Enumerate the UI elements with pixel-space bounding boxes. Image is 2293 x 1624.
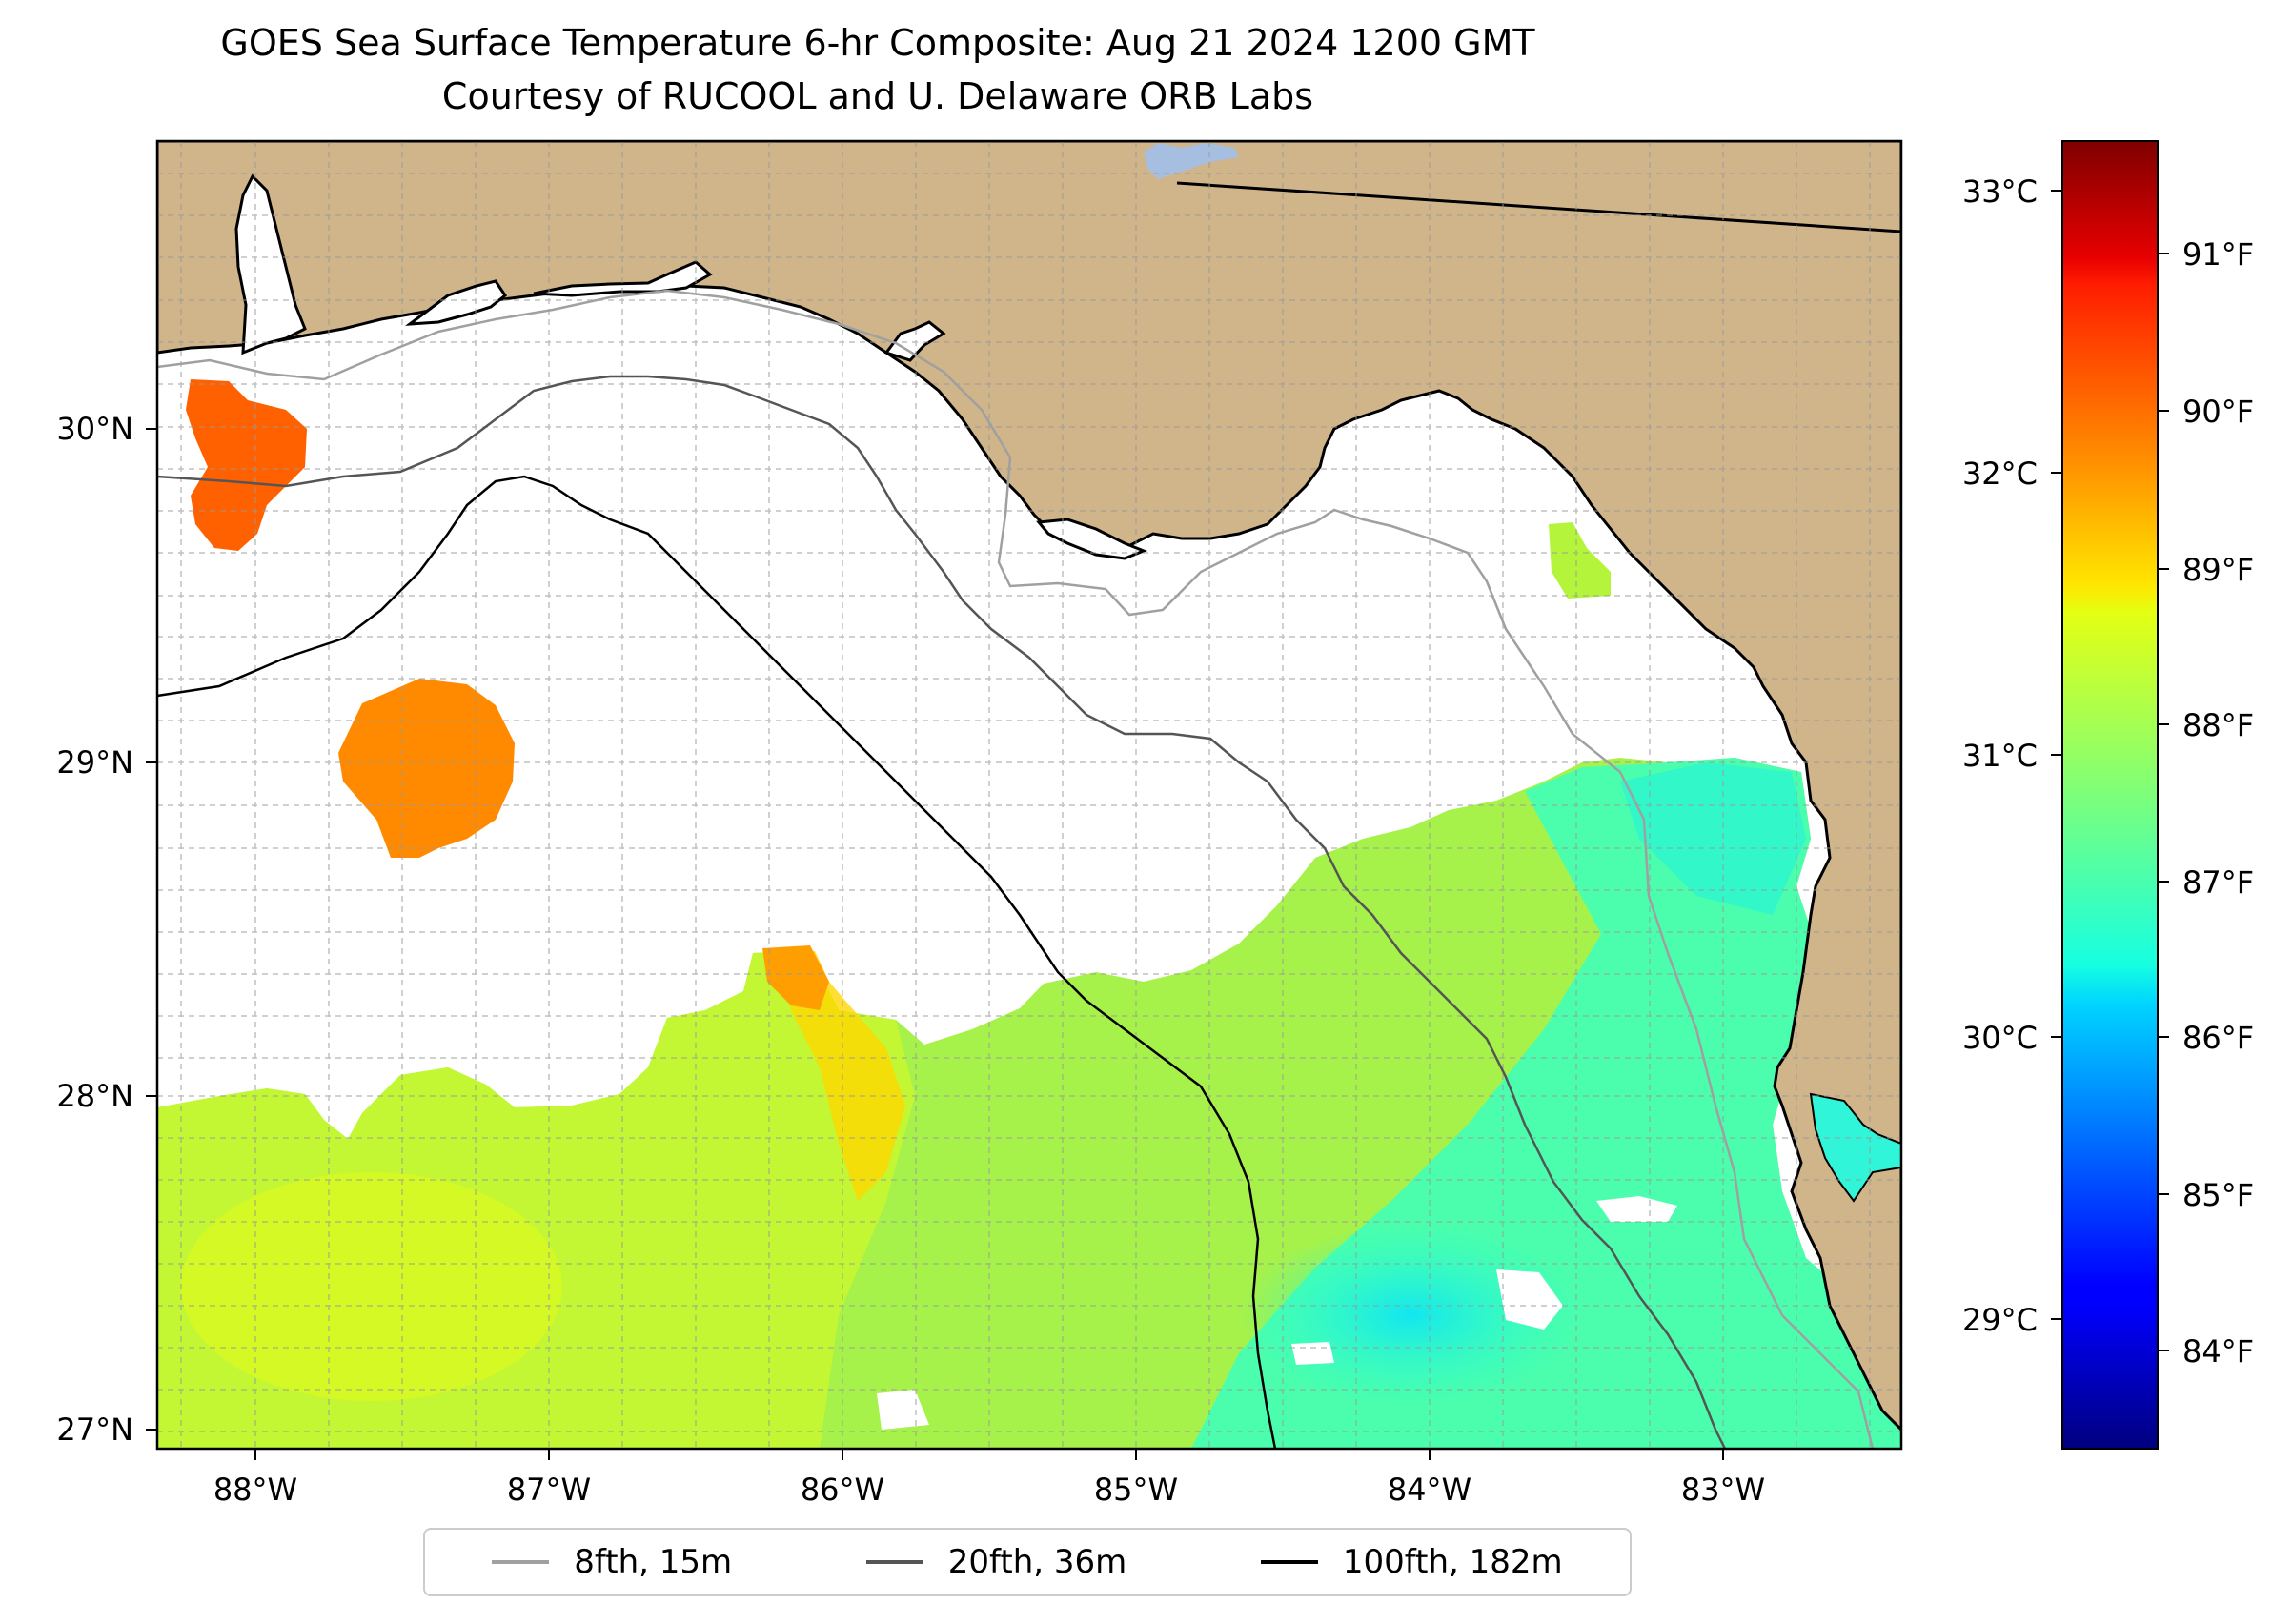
lat-tick-label: 29°N	[56, 744, 133, 781]
lake	[1144, 143, 1239, 179]
lon-tick-label: 86°W	[801, 1472, 884, 1508]
colorbar	[2061, 140, 2159, 1450]
lat-tick-label: 30°N	[56, 411, 133, 447]
map-frame	[155, 139, 1903, 1451]
lat-tick-label: 27°N	[56, 1411, 133, 1448]
colorbar-f-ticks	[2158, 253, 2169, 1351]
legend: 8fth, 15m 20fth, 36m 100fth, 182m	[423, 1528, 1632, 1596]
colorbar-c-label: 30°C	[1962, 1020, 2038, 1056]
lon-ticks	[254, 1449, 1724, 1460]
isobath-8fth	[157, 289, 1875, 1449]
isobath-100fth	[157, 475, 1277, 1449]
legend-item-8fth: 8fth, 15m	[492, 1543, 732, 1581]
colorbar-f-label: 89°F	[2182, 552, 2254, 588]
colorbar-c-label: 32°C	[1962, 456, 2038, 492]
colorbar-c-label: 31°C	[1962, 738, 2038, 774]
gridlines	[157, 141, 1901, 1449]
legend-swatch	[1260, 1560, 1318, 1564]
lon-tick-label: 87°W	[507, 1472, 591, 1508]
lon-tick-label: 83°W	[1681, 1472, 1765, 1508]
colorbar-c-label: 29°C	[1962, 1302, 2038, 1338]
legend-item-20fth: 20fth, 36m	[865, 1543, 1127, 1581]
colorbar-f-label: 88°F	[2182, 707, 2254, 743]
legend-swatch	[492, 1560, 550, 1564]
colorbar-f-label: 84°F	[2182, 1333, 2254, 1370]
lat-tick-label: 28°N	[56, 1078, 133, 1114]
lon-tick-label: 88°W	[213, 1472, 297, 1508]
lon-tick-label: 84°W	[1388, 1472, 1471, 1508]
map-subtitle: Courtesy of RUCOOL and U. Delaware ORB L…	[441, 75, 1314, 117]
sst-hot-patch-2	[338, 679, 515, 858]
colorbar-c-label: 33°C	[1962, 173, 2038, 210]
mobile-bay	[234, 173, 307, 355]
legend-label: 20fth, 36m	[947, 1543, 1127, 1581]
sst-hot-patch-1	[186, 379, 307, 551]
lat-ticks	[146, 428, 157, 1431]
isobath-20fth	[157, 375, 1727, 1449]
colorbar-c-ticks	[2051, 190, 2062, 1320]
state-boundary	[1176, 181, 1901, 233]
colorbar-f-label: 85°F	[2182, 1177, 2254, 1213]
map-area	[157, 141, 1901, 1449]
colorbar-f-label: 87°F	[2182, 864, 2254, 901]
legend-label: 100fth, 182m	[1342, 1543, 1563, 1581]
legend-swatch	[865, 1560, 923, 1564]
colorbar-f-label: 86°F	[2182, 1020, 2254, 1056]
legend-item-100fth: 100fth, 182m	[1260, 1543, 1563, 1581]
legend-label: 8fth, 15m	[574, 1543, 733, 1581]
lon-tick-label: 85°W	[1094, 1472, 1178, 1508]
map-title: GOES Sea Surface Temperature 6-hr Compos…	[220, 22, 1535, 64]
colorbar-f-label: 90°F	[2182, 394, 2254, 430]
colorbar-f-label: 91°F	[2182, 236, 2254, 273]
